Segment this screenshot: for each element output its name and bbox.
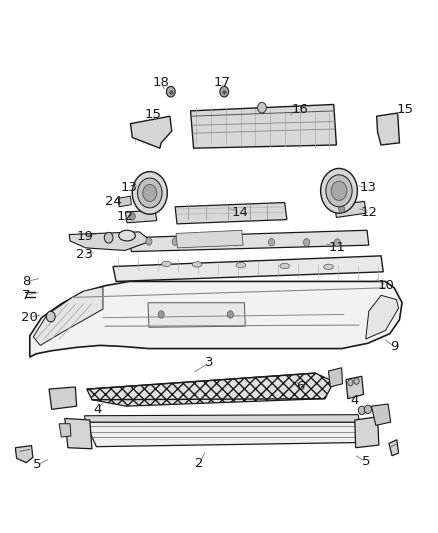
Circle shape [321, 168, 357, 213]
Circle shape [358, 406, 365, 415]
Polygon shape [129, 230, 369, 252]
Polygon shape [377, 113, 399, 145]
Circle shape [158, 311, 164, 318]
Ellipse shape [162, 261, 171, 266]
Polygon shape [371, 404, 391, 425]
Ellipse shape [192, 262, 202, 267]
Text: 16: 16 [291, 103, 308, 116]
Polygon shape [49, 387, 77, 409]
Ellipse shape [280, 263, 290, 269]
Polygon shape [118, 196, 131, 207]
Circle shape [304, 239, 310, 246]
Polygon shape [33, 287, 103, 345]
Text: 5: 5 [33, 458, 42, 471]
Ellipse shape [236, 263, 246, 268]
Polygon shape [176, 230, 243, 248]
Text: 8: 8 [22, 275, 31, 288]
Text: 13: 13 [360, 181, 376, 194]
Polygon shape [175, 203, 287, 224]
Text: 14: 14 [232, 206, 248, 219]
Circle shape [227, 311, 233, 318]
Text: 15: 15 [145, 108, 162, 121]
Ellipse shape [324, 264, 333, 270]
Text: 20: 20 [21, 311, 38, 324]
Text: 12: 12 [117, 210, 134, 223]
Polygon shape [335, 201, 366, 217]
Text: 19: 19 [77, 230, 94, 243]
Text: 23: 23 [76, 248, 92, 261]
Polygon shape [125, 210, 157, 223]
Text: 7: 7 [22, 289, 31, 302]
Circle shape [146, 238, 152, 245]
Polygon shape [328, 368, 343, 387]
Polygon shape [346, 376, 364, 399]
Circle shape [268, 238, 275, 246]
Ellipse shape [119, 230, 135, 241]
Polygon shape [131, 116, 172, 148]
Polygon shape [355, 417, 379, 448]
Circle shape [258, 102, 266, 113]
Circle shape [233, 238, 240, 246]
Polygon shape [65, 418, 92, 449]
Circle shape [334, 239, 340, 246]
Text: 2: 2 [195, 457, 204, 470]
Polygon shape [59, 424, 71, 437]
Circle shape [166, 86, 175, 97]
Polygon shape [148, 303, 245, 327]
Polygon shape [113, 256, 383, 281]
Text: 6: 6 [296, 381, 305, 393]
Polygon shape [69, 232, 151, 251]
Text: 24: 24 [105, 195, 121, 208]
Circle shape [331, 181, 347, 200]
Text: 4: 4 [350, 394, 359, 407]
Polygon shape [389, 440, 399, 456]
Polygon shape [30, 281, 402, 357]
Circle shape [326, 175, 352, 207]
Circle shape [172, 238, 178, 245]
Polygon shape [366, 295, 399, 339]
Polygon shape [191, 104, 336, 148]
Text: 15: 15 [396, 103, 413, 116]
Circle shape [198, 238, 205, 246]
Text: 3: 3 [205, 356, 214, 369]
Polygon shape [15, 446, 33, 463]
Text: 18: 18 [153, 76, 170, 89]
Polygon shape [85, 422, 368, 447]
Text: 11: 11 [329, 241, 346, 254]
Circle shape [129, 213, 135, 220]
Polygon shape [87, 373, 334, 406]
Circle shape [339, 205, 345, 213]
Circle shape [104, 232, 113, 243]
Circle shape [132, 172, 167, 214]
Circle shape [364, 405, 371, 414]
Text: 4: 4 [93, 403, 102, 416]
Circle shape [348, 379, 353, 386]
Circle shape [138, 178, 162, 208]
Text: 12: 12 [360, 206, 377, 219]
Text: 17: 17 [214, 76, 231, 89]
Text: 13: 13 [121, 181, 138, 194]
Polygon shape [85, 415, 359, 422]
Text: 5: 5 [361, 455, 370, 468]
Text: 9: 9 [390, 340, 399, 353]
Circle shape [354, 378, 359, 384]
Circle shape [143, 184, 157, 201]
Circle shape [220, 86, 229, 97]
Text: 10: 10 [378, 279, 395, 292]
Circle shape [46, 311, 55, 322]
